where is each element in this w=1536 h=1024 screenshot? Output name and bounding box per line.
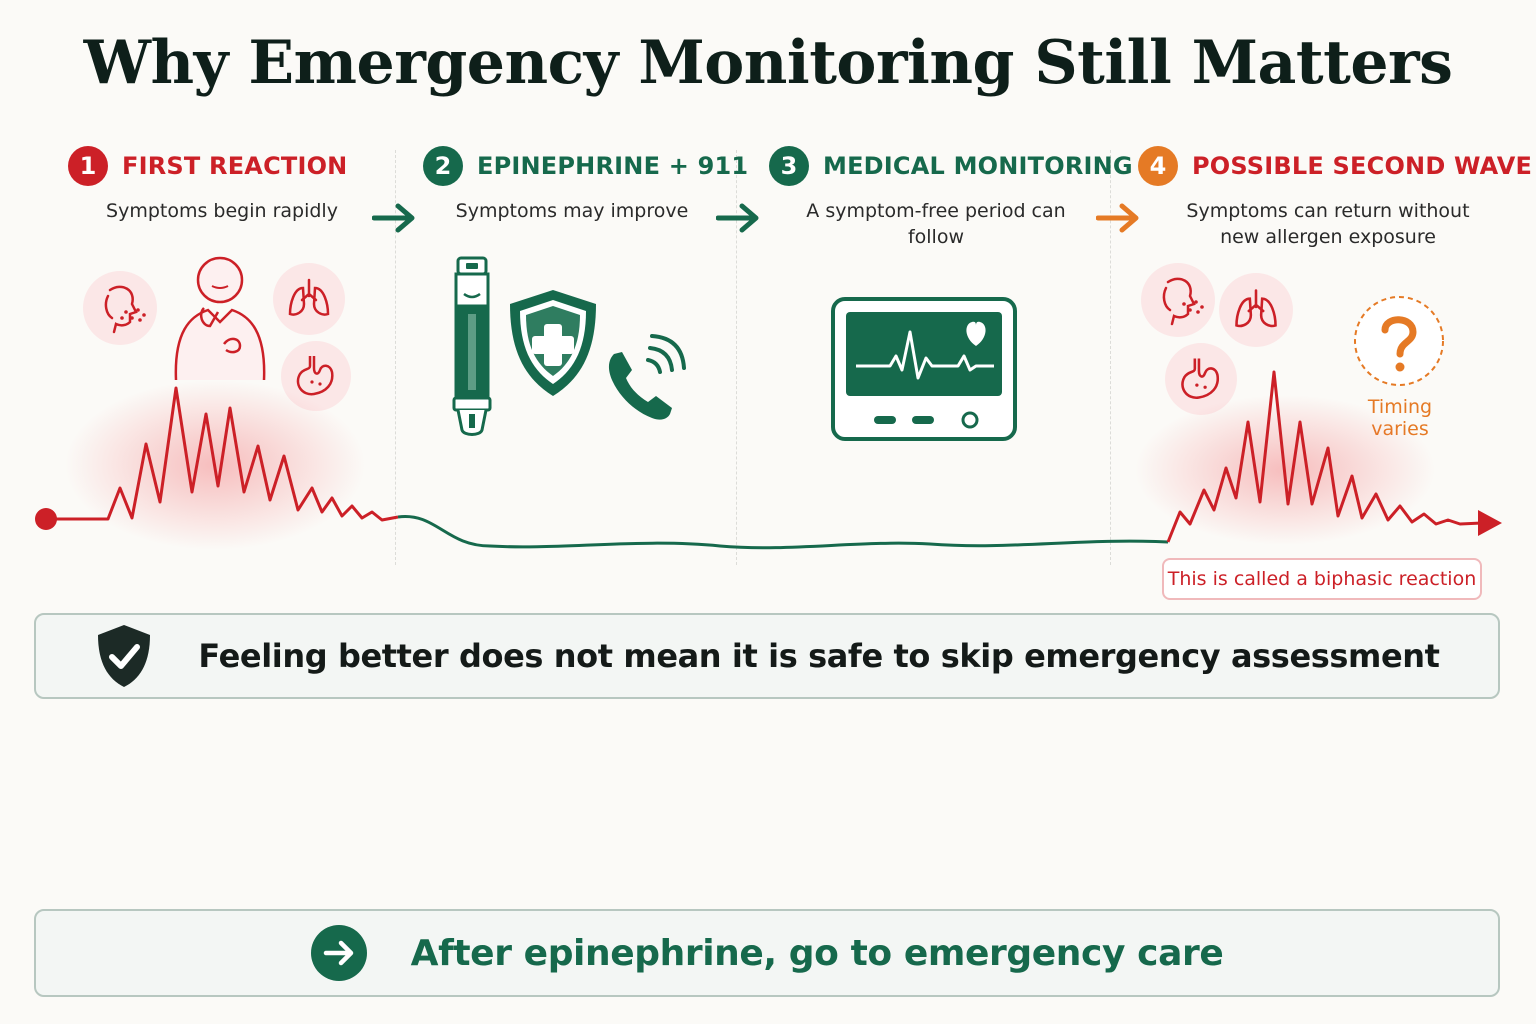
step-1-subtitle: Symptoms begin rapidly [106,200,338,222]
symptom-timeline [35,370,1502,550]
step-2-subtitle: Symptoms may improve [455,200,689,222]
warning-callout-text: Feeling better does not mean it is safe … [198,637,1440,675]
check-shield-icon [98,625,151,687]
action-callout-text: After epinephrine, go to emergency care [410,932,1224,974]
first-wave-line [46,386,399,522]
medical-shield-icon [510,290,596,396]
warning-callout: Feeling better does not mean it is safe … [34,613,1500,699]
arrow-circle-icon [310,925,367,981]
face-rash-icon [83,271,157,345]
step-divider [395,150,396,565]
step-1-header: 1 FIRST REACTION [68,146,347,186]
heart-monitor-icon [831,297,1017,441]
page-title: Why Emergency Monitoring Still Matters [83,28,1453,98]
question-icon [1354,296,1444,386]
phone-call-icon [608,334,686,420]
auto-injector-icon [452,256,492,436]
step-3-label: MEDICAL MONITORING [823,152,1133,180]
step-2-label: EPINEPHRINE + 911 [477,152,749,180]
second-wave-line [1166,370,1483,543]
step-3-subtitle: A symptom-free period can follow [806,200,1066,248]
action-callout: After epinephrine, go to emergency care [34,909,1500,997]
lungs-icon [273,263,345,335]
step-3-number: 3 [769,146,809,186]
timeline-arrow-head [1478,510,1502,536]
step-4-subtitle-line1: Symptoms can return without [1186,200,1470,222]
lungs-icon [1219,273,1293,347]
step-4-subtitle: Symptoms can return without new allergen… [1168,198,1488,250]
arrow-right-icon [372,203,415,233]
stomach-icon [1165,343,1237,415]
step-divider [1110,150,1111,565]
biphasic-label: This is called a biphasic reaction [1162,558,1482,600]
arrow-right-icon [716,203,759,233]
calm-period-line [397,515,1169,550]
face-rash-icon [1141,263,1215,337]
step-1-label: FIRST REACTION [122,152,348,180]
step-3-header: 3 MEDICAL MONITORING [769,146,1133,186]
step-4-header: 4 POSSIBLE SECOND WAVE [1138,146,1532,186]
step-4-number: 4 [1138,146,1178,186]
step-2-header: 2 EPINEPHRINE + 911 [423,146,748,186]
step-4-subtitle-line2: new allergen exposure [1220,226,1436,248]
stomach-icon [281,341,351,411]
step-divider [736,150,737,565]
person-distress-icon [174,256,266,381]
arrow-right-icon [1096,203,1139,233]
step-1-number: 1 [68,146,108,186]
step-4-label: POSSIBLE SECOND WAVE [1192,152,1533,180]
step-2-number: 2 [423,146,463,186]
